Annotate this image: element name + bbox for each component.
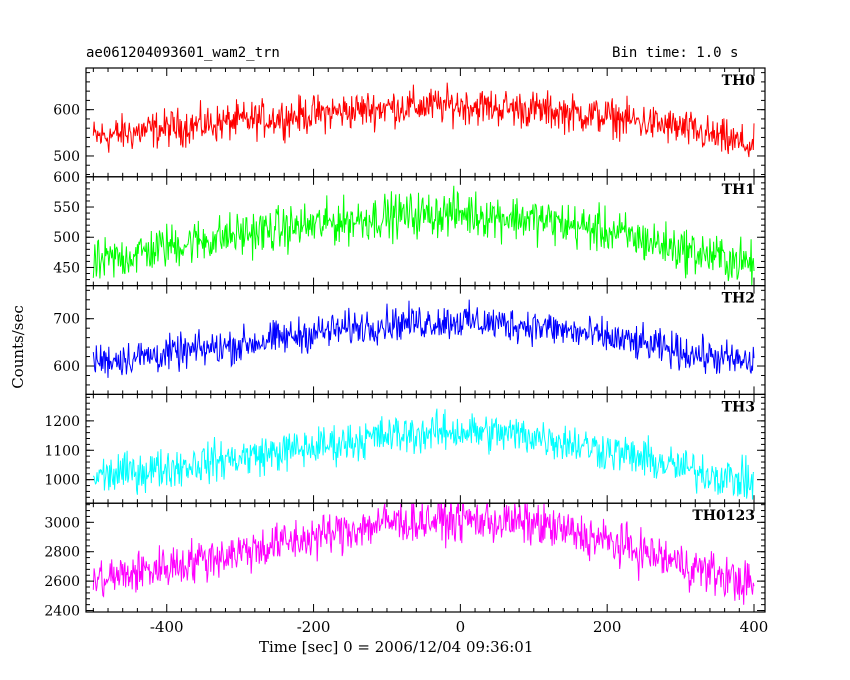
series-line-th2 xyxy=(92,299,755,378)
y-tick-label: 600 xyxy=(53,359,80,375)
panel-label-th1: TH1 xyxy=(722,182,755,198)
y-tick-label: 3000 xyxy=(44,515,80,531)
x-axis-label: Time [sec] 0 = 2006/12/04 09:36:01 xyxy=(259,638,534,656)
series-line-th1 xyxy=(92,185,755,286)
y-tick-label: 500 xyxy=(53,230,80,246)
y-tick-label: 2600 xyxy=(44,574,80,590)
x-tick-label: -200 xyxy=(297,618,331,636)
panel-label-th0: TH0 xyxy=(722,73,756,89)
chart-title: ae061204093601_wam2_trn xyxy=(86,45,280,61)
y-tick-label: 600 xyxy=(53,103,80,119)
panel-label-th2: TH2 xyxy=(722,291,755,307)
y-tick-label: 450 xyxy=(53,260,80,276)
series-line-th0123 xyxy=(92,503,755,605)
y-tick-label: 500 xyxy=(53,149,80,165)
y-tick-label: 2800 xyxy=(44,545,80,561)
panel-label-th0123: TH0123 xyxy=(692,508,755,524)
y-tick-label: 2400 xyxy=(44,604,80,620)
x-tick-label: 200 xyxy=(593,618,622,636)
series-line-th3 xyxy=(92,408,755,500)
y-tick-label: 550 xyxy=(53,200,80,216)
y-tick-label: 1000 xyxy=(44,473,80,489)
panel-frame-th1 xyxy=(85,176,766,287)
x-tick-label: 400 xyxy=(740,618,769,636)
x-tick-label: 0 xyxy=(456,618,466,636)
y-tick-label: 1200 xyxy=(44,414,80,430)
y-axis-label: Counts/sec xyxy=(9,305,27,389)
y-tick-label: 700 xyxy=(53,312,80,328)
x-tick-label: -400 xyxy=(150,618,184,636)
panel-frame-th0 xyxy=(85,67,766,178)
series-line-th0 xyxy=(92,82,755,158)
bin-time-label: Bin time: 1.0 s xyxy=(612,45,739,61)
y-tick-label: 600 xyxy=(53,170,80,186)
panel-label-th3: TH3 xyxy=(722,399,755,415)
y-tick-label: 1100 xyxy=(44,443,80,459)
